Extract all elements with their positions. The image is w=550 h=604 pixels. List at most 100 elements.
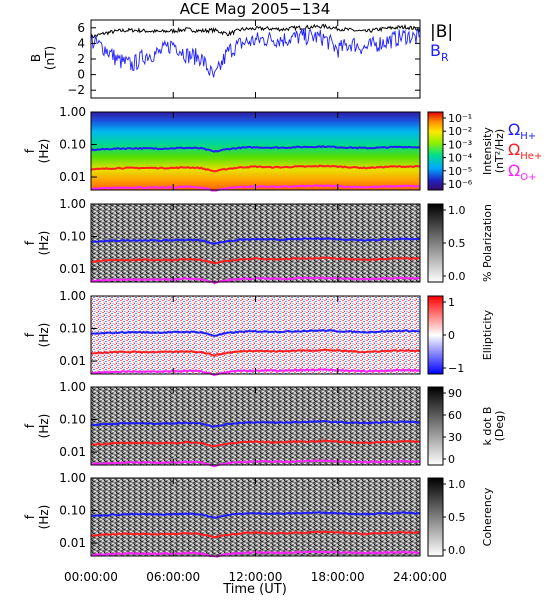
series-line-b-r: [90, 28, 421, 78]
colorbar-tick-label: 0.5: [448, 511, 466, 524]
y-tick-label: 1.00: [59, 380, 86, 394]
y-tick-label: 6: [77, 21, 85, 35]
colorbar-tick-label: 30: [448, 431, 462, 444]
colorbar-label: % Polarization: [481, 204, 494, 282]
y-tick-label: 0.01: [59, 354, 86, 368]
gyrofrequency-h-plus: [91, 419, 421, 428]
colorbar-tick-label: 10⁻¹: [448, 112, 472, 125]
y-tick-label: −2: [67, 83, 85, 97]
x-tick-label: 24:00:00: [393, 570, 447, 584]
legend-omega-h: ΩH+: [508, 120, 536, 142]
colorbar-tick-label: 10⁻²: [448, 125, 472, 138]
colorbar-unit: (Deg): [493, 411, 506, 442]
legend-omega-o: ΩO+: [508, 161, 536, 183]
colorbar-label: k dot B: [481, 407, 494, 446]
colorbar: [427, 111, 444, 191]
gyrofrequency-h-plus: [90, 329, 421, 337]
legend-omega-he: ΩHe+: [508, 140, 542, 162]
time-axis: 00:00:00 06:00:00 12:00:00 18:00:00 24:00:00: [64, 20, 447, 584]
legend-b-total: |B|: [430, 22, 453, 42]
y-tick-label: 2: [77, 52, 85, 66]
legend-b-r: BR: [430, 41, 449, 64]
legend-b-r-sub: R: [441, 51, 449, 64]
y-tick-label: 4: [77, 36, 85, 50]
b-field-traces: [90, 23, 421, 78]
panel-1-yunit: (nT): [43, 46, 57, 70]
y-axis-label: f: [23, 240, 37, 245]
colorbar-tick-label: 0: [448, 453, 455, 466]
legend-omega-h-main: Ω: [508, 120, 520, 139]
spectral-panels: 1.000.100.01f (Hz)10⁻¹10⁻²10⁻³10⁻⁴10⁻⁵10⁻…: [23, 105, 506, 558]
colorbar-tick-label: 1: [448, 296, 455, 309]
y-tick-label: 0.10: [59, 138, 86, 152]
colorbar: [427, 295, 444, 375]
gyrofrequency-he-plus: [90, 530, 421, 539]
gyrofrequency-he-plus: [91, 439, 421, 448]
heatmap-image: [91, 204, 420, 282]
heatmap-image: [91, 478, 420, 556]
colorbar-tick-label: 10⁻⁴: [448, 152, 473, 165]
colorbar-tick-label: 0.5: [448, 237, 466, 250]
y-tick-label: 1.00: [59, 197, 86, 211]
y-tick-label: 0.01: [59, 536, 86, 550]
y-tick-label: 0.10: [59, 413, 86, 427]
colorbar-tick-label: 1.0: [448, 204, 466, 217]
panel-k-dot-b: 1.00 0.10 0.01 f (Hz) 90 60 30 0 k dot B (Deg): [23, 380, 506, 468]
y-axis-unit: (Hz): [37, 139, 51, 164]
colorbar-tick-label: 60: [448, 409, 462, 422]
time-axis-label: Time (UT): [222, 582, 287, 597]
colorbar-tick-label: 1.0: [448, 478, 466, 491]
x-tick-label: 06:00:00: [146, 570, 200, 584]
colorbar-tick-label: 10⁻³: [448, 138, 472, 151]
y-axis-label: f: [23, 423, 37, 428]
y-tick-label: 0.10: [59, 322, 86, 336]
y-axis-label: f: [23, 332, 37, 337]
y-tick-label: 0.10: [59, 230, 86, 244]
colorbar-tick-label: 10⁻⁵: [448, 165, 472, 178]
x-tick-label: 12:00:00: [229, 570, 283, 584]
colorbar-label: Coherency: [481, 487, 494, 546]
panel-polarization: 1.00 0.10 0.01 f (Hz) 1.0 0.5 0.0 % Polarization: [23, 197, 494, 285]
gyrofrequency-he-plus: [90, 164, 421, 173]
gyrofrequency-h-plus: [90, 144, 421, 153]
y-axis-label: f: [23, 514, 37, 519]
legend-b-r-main: B: [430, 41, 441, 60]
legend-omega-o-sub: O+: [520, 172, 536, 183]
y-tick-label: 1.00: [59, 105, 86, 119]
heatmap-image: [91, 112, 420, 190]
colorbar: [427, 477, 444, 557]
gyrofrequency-h-plus: [90, 236, 421, 245]
heatmap-image: [91, 296, 420, 374]
series-line-b-total: [90, 23, 421, 40]
colorbar-tick-label: 90: [448, 387, 462, 400]
colorbar-tick-label: −1: [448, 362, 464, 375]
y-axis-label: f: [23, 148, 37, 153]
colorbar-tick-label: 10⁻⁶: [448, 178, 473, 191]
y-axis-unit: (Hz): [37, 505, 51, 530]
colorbar: [427, 203, 444, 283]
panel-coherency: 1.00 0.10 0.01 f (Hz) 1.0 0.5 0.0 Coherency: [23, 471, 494, 558]
colorbar-tick-label: 0.0: [448, 270, 466, 283]
y-axis-unit: (Hz): [37, 231, 51, 256]
y-tick-label: 0.01: [59, 262, 86, 276]
legend-omega-o-main: Ω: [508, 161, 520, 180]
colorbar-label: Intensity: [481, 127, 494, 175]
panel-intensity: 1.00 0.10 0.01 f (Hz) 10⁻¹10⁻²10⁻³10⁻⁴10⁻⁵10⁻…: [23, 105, 506, 192]
colorbar-unit: (nT²/Hz): [493, 129, 506, 173]
y-axis-unit: (Hz): [37, 323, 51, 348]
colorbar-tick-label: 0: [448, 329, 455, 342]
panel-1-y-ticks: 64 2 0−2: [67, 21, 420, 97]
legend-omega-he-sub: He+: [520, 151, 542, 162]
y-tick-label: 0: [77, 68, 85, 82]
heatmap-image: [91, 387, 420, 465]
panel-1-ylabel: B: [29, 54, 43, 62]
x-tick-label: 00:00:00: [64, 570, 118, 584]
panel-ellipticity: 1.00 0.10 0.01 f (Hz) 1 0 −1 Ellipticity: [23, 289, 494, 377]
gyrofrequency-legend: ΩH+ ΩHe+ ΩO+: [508, 120, 542, 183]
y-tick-label: 0.01: [59, 170, 86, 184]
y-tick-label: 0.01: [59, 445, 86, 459]
y-axis-unit: (Hz): [37, 414, 51, 439]
chart-title: ACE Mag 2005−134: [180, 0, 331, 18]
